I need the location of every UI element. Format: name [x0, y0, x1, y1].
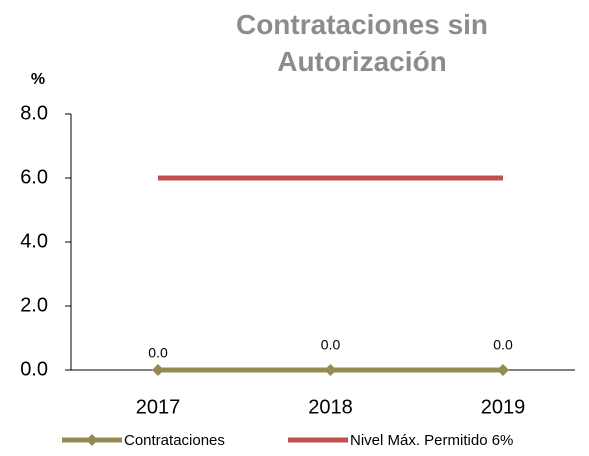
- legend-label: Nivel Máx. Permitido 6%: [350, 432, 513, 449]
- x-tick-label: 2018: [308, 396, 353, 418]
- y-axis-label: %: [31, 71, 45, 88]
- point-marker: [324, 364, 337, 376]
- point-marker: [152, 364, 164, 376]
- y-tick-label: 6.0: [20, 166, 48, 188]
- y-tick-label: 4.0: [20, 230, 48, 252]
- y-tick-label: 0.0: [20, 358, 48, 380]
- x-tick-label: 2019: [481, 396, 526, 418]
- legend-marker: [86, 434, 98, 446]
- y-tick-label: 2.0: [20, 294, 48, 316]
- y-tick-label: 8.0: [20, 102, 48, 124]
- data-label: 0.0: [148, 345, 168, 361]
- legend-label: Contrataciones: [124, 432, 225, 449]
- point-marker: [497, 364, 509, 376]
- data-label: 0.0: [321, 337, 341, 353]
- x-tick-label: 2017: [136, 396, 181, 418]
- chart-title: Contrataciones sin Autorización: [235, 9, 489, 77]
- data-label: 0.0: [493, 337, 513, 353]
